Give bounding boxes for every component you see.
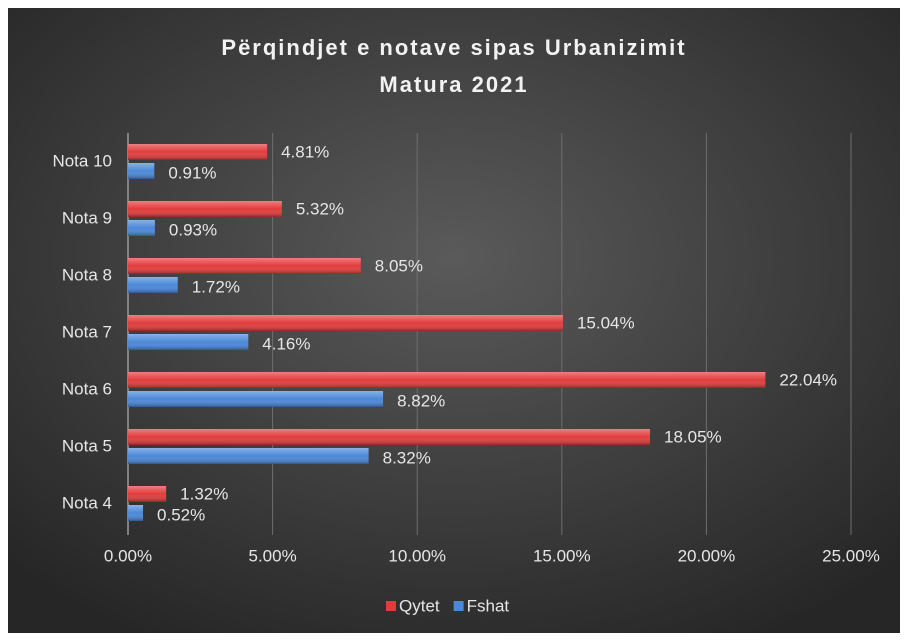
chart-title: Përqindjet e notave sipas Urbanizimit xyxy=(221,35,686,60)
y-tick-label: Nota 6 xyxy=(62,379,112,398)
data-label: 0.91% xyxy=(168,163,216,182)
data-label: 4.81% xyxy=(281,142,329,161)
bar-shade xyxy=(128,334,249,350)
y-tick-label: Nota 5 xyxy=(62,436,112,455)
bar-shade xyxy=(128,486,167,502)
y-tick-label: Nota 8 xyxy=(62,265,112,284)
bar-shade xyxy=(128,315,563,331)
x-tick-label: 0.00% xyxy=(104,546,152,565)
y-tick-label: Nota 4 xyxy=(62,493,112,512)
y-tick-label: Nota 7 xyxy=(62,322,112,341)
bar-shade xyxy=(128,258,361,274)
bar-shade xyxy=(128,277,178,293)
data-label: 5.32% xyxy=(296,199,344,218)
x-tick-label: 25.00% xyxy=(822,546,880,565)
bar-shade xyxy=(128,448,369,464)
data-label: 1.32% xyxy=(180,484,228,503)
data-label: 18.05% xyxy=(664,427,722,446)
y-tick-label: Nota 9 xyxy=(62,208,112,227)
chart-subtitle: Matura 2021 xyxy=(379,72,528,97)
data-label: 8.82% xyxy=(397,391,445,410)
bar-shade xyxy=(128,220,155,236)
data-label: 4.16% xyxy=(262,334,310,353)
y-tick-label: Nota 10 xyxy=(52,151,112,170)
data-label: 0.52% xyxy=(157,505,205,524)
bar-shade xyxy=(128,163,155,179)
legend-label: Fshat xyxy=(467,596,510,615)
bar-shade xyxy=(128,505,144,521)
legend-swatch xyxy=(453,601,464,611)
data-label: 8.32% xyxy=(383,448,431,467)
x-tick-label: 5.00% xyxy=(248,546,296,565)
data-label: 1.72% xyxy=(192,277,240,296)
data-label: 22.04% xyxy=(779,370,837,389)
x-tick-label: 20.00% xyxy=(678,546,736,565)
legend-label: Qytet xyxy=(399,596,440,615)
bar-shade xyxy=(128,144,268,160)
data-label: 8.05% xyxy=(375,256,423,275)
data-label: 15.04% xyxy=(577,313,635,332)
bar-shade xyxy=(128,372,766,388)
data-label: 0.93% xyxy=(169,220,217,239)
x-tick-label: 15.00% xyxy=(533,546,591,565)
bar-shade xyxy=(128,429,651,445)
bar-shade xyxy=(128,201,282,217)
legend-swatch xyxy=(386,601,396,611)
x-tick-label: 10.00% xyxy=(388,546,446,565)
bar-shade xyxy=(128,391,384,407)
